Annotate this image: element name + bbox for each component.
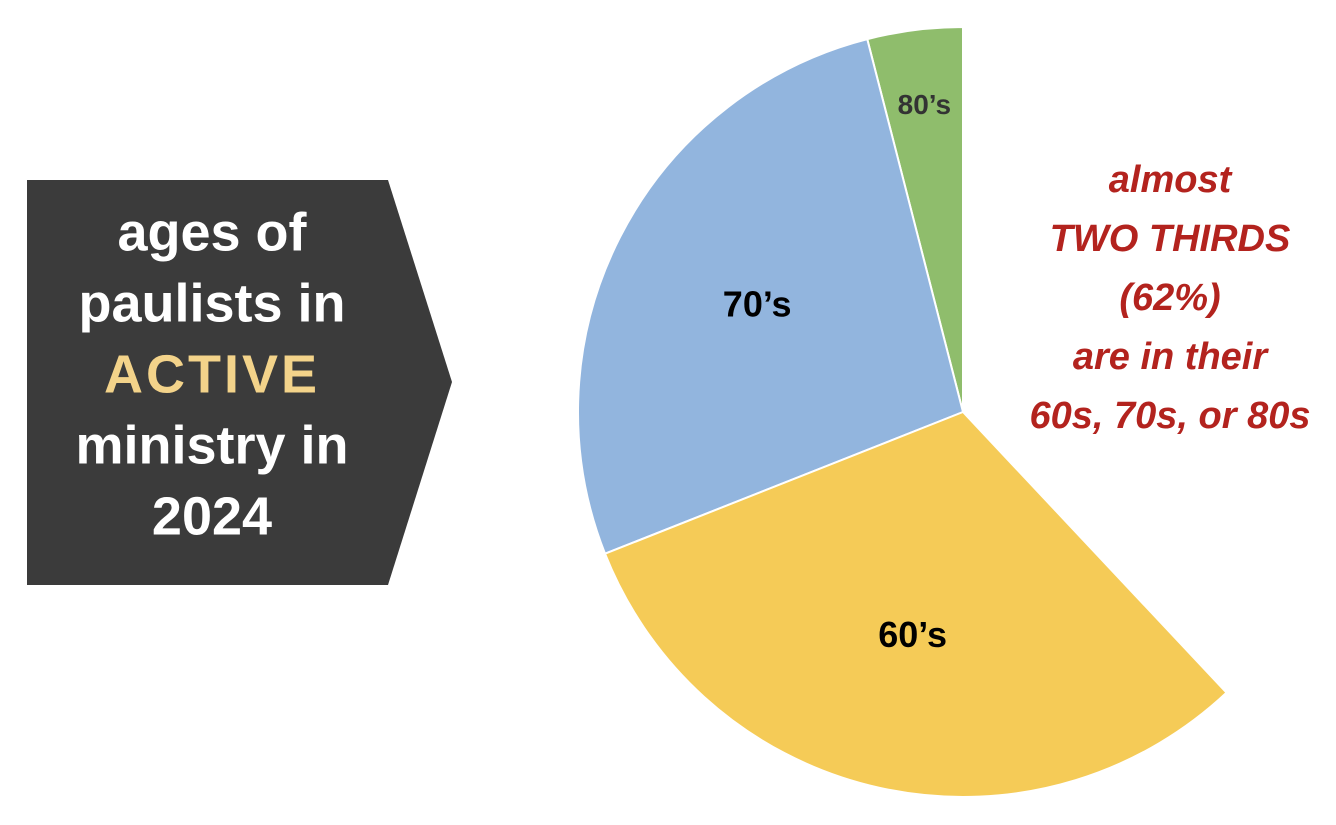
annotation-line: TWO THIRDS bbox=[1050, 218, 1291, 260]
annotation-line: almost bbox=[1109, 159, 1233, 201]
title-line: paulists in bbox=[78, 273, 345, 333]
annotation-line: are in their bbox=[1073, 336, 1269, 378]
slice bbox=[603, 410, 1228, 798]
slice-label: 80’s bbox=[898, 89, 951, 120]
annotation-line: 60s, 70s, or 80s bbox=[1030, 395, 1311, 437]
title-line: ages of bbox=[117, 202, 307, 262]
slice-label: 60’s bbox=[878, 614, 947, 655]
title-line: ministry in bbox=[75, 415, 348, 475]
annotation: almost TWO THIRDS (62%) are in their 60s, 70… bbox=[1030, 159, 1311, 437]
slice bbox=[577, 37, 965, 556]
title-line: 2024 bbox=[152, 486, 272, 546]
pie: 80’s 70’s 60’s bbox=[577, 25, 1228, 798]
slice-label: 70’s bbox=[723, 284, 792, 325]
title-line: ACTIVE bbox=[104, 344, 320, 404]
title-box bbox=[27, 180, 452, 585]
title: ages of paulists in ACTIVE ministry in 2024 bbox=[75, 202, 348, 546]
annotation-line: (62%) bbox=[1119, 277, 1220, 319]
